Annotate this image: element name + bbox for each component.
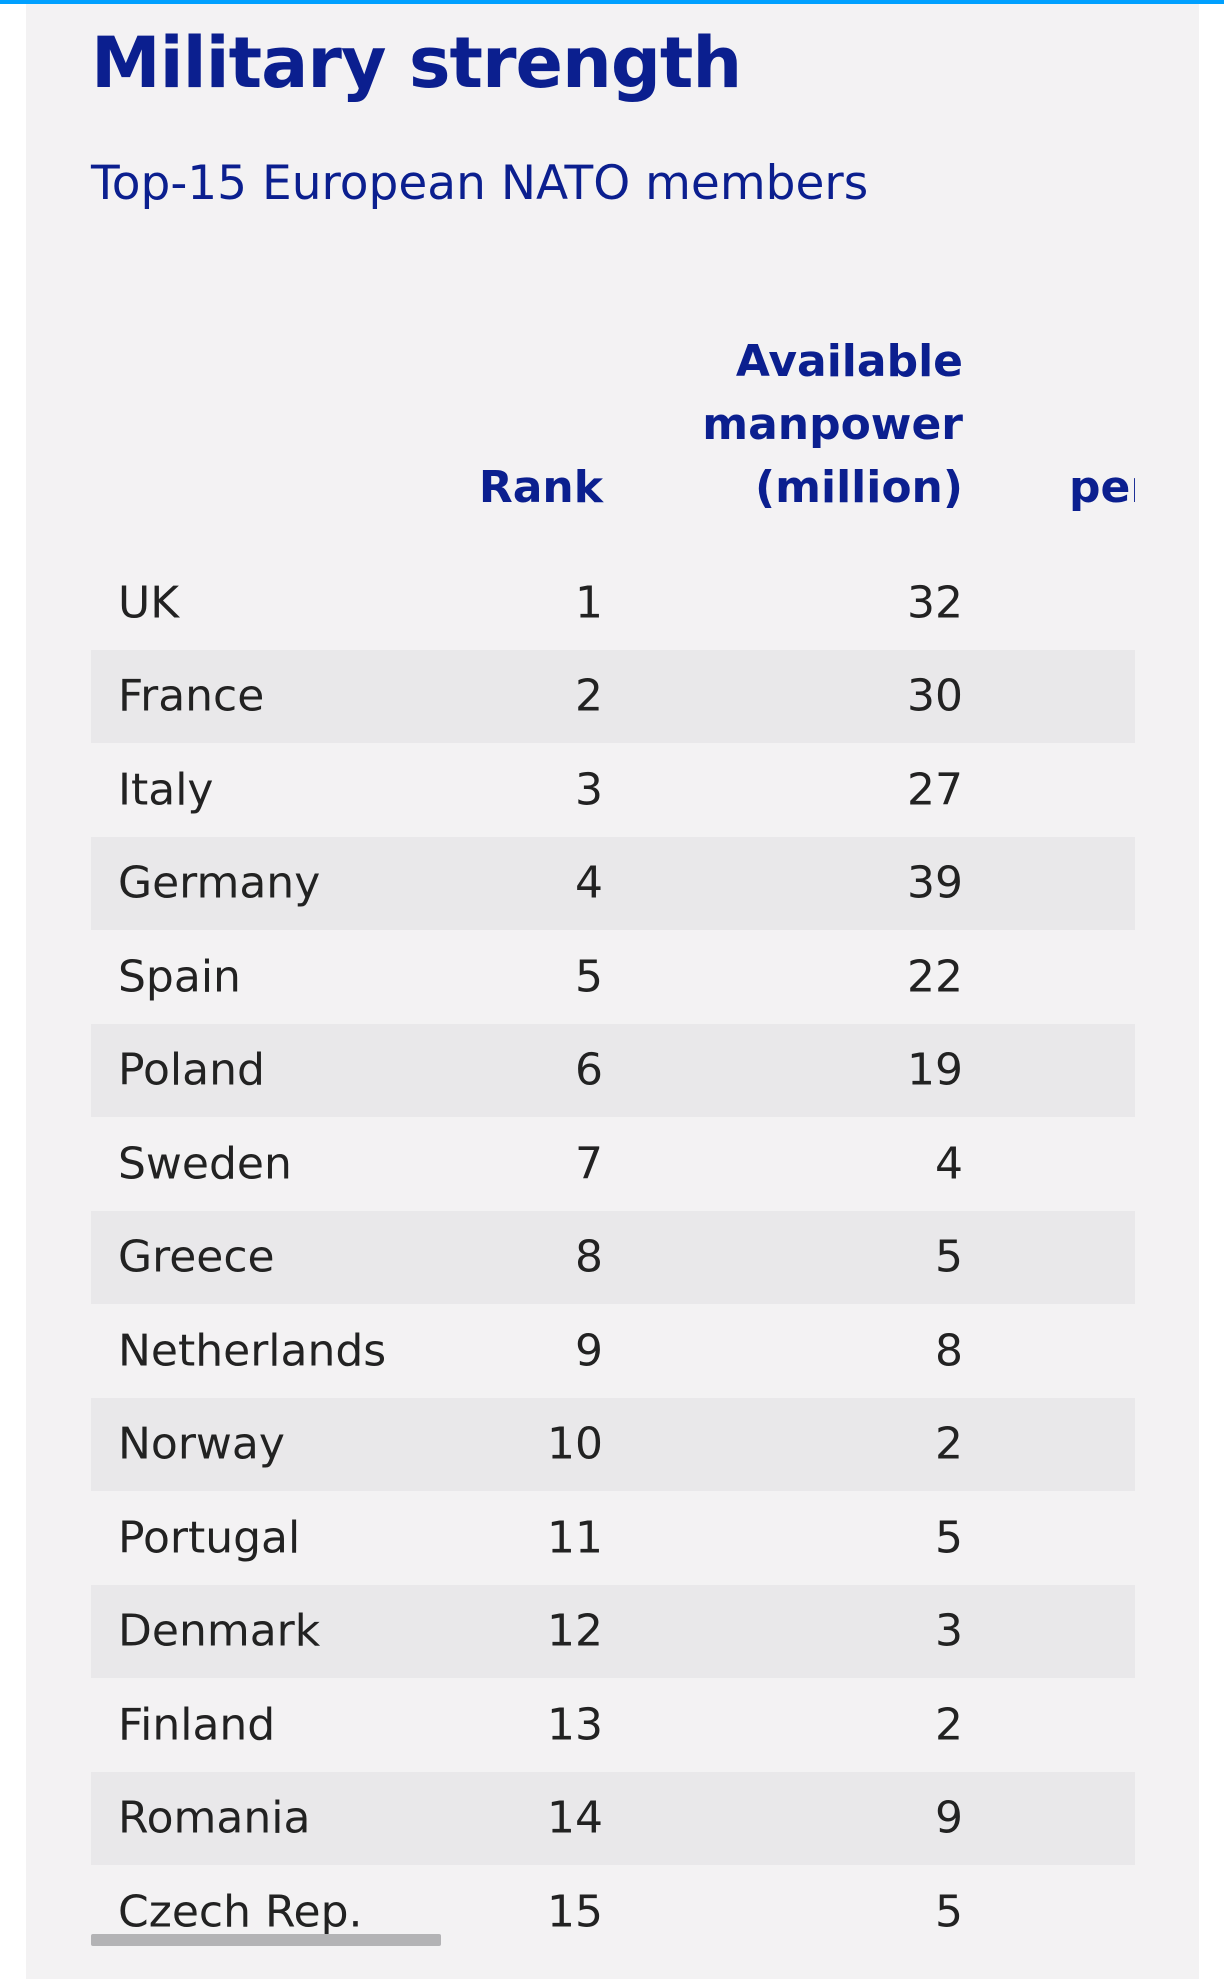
country-cell: Romania <box>118 1792 311 1844</box>
country-cell: Denmark <box>118 1605 321 1657</box>
rank-cell: 5 <box>575 951 603 1003</box>
rank-cell: 4 <box>575 857 603 909</box>
header-third-column-partial: per <box>1069 462 1135 513</box>
manpower-cell: 5 <box>935 1886 963 1938</box>
rank-cell: 8 <box>575 1231 603 1283</box>
rank-cell: 2 <box>575 670 603 722</box>
manpower-cell: 32 <box>907 577 963 629</box>
header-manpower-line1: Available <box>735 336 963 387</box>
manpower-cell: 39 <box>907 857 963 909</box>
country-cell: Finland <box>118 1699 276 1751</box>
country-cell: Netherlands <box>118 1325 387 1377</box>
manpower-cell: 22 <box>907 951 963 1003</box>
manpower-cell: 27 <box>907 764 963 816</box>
country-cell: Poland <box>118 1044 265 1096</box>
country-cell: Greece <box>118 1231 275 1283</box>
country-cell: Norway <box>118 1418 285 1470</box>
table-row: Norway 10 2 <box>91 1397 1135 1491</box>
rank-cell: 10 <box>547 1418 603 1470</box>
country-cell: Italy <box>118 764 214 816</box>
table-body: UK 1 32 France 2 30 Italy 3 27 Germany 4… <box>91 556 1135 1959</box>
manpower-cell: 2 <box>935 1418 963 1470</box>
table-row: Greece 8 5 <box>91 1210 1135 1304</box>
manpower-cell: 5 <box>935 1512 963 1564</box>
manpower-cell: 3 <box>935 1605 963 1657</box>
rank-cell: 12 <box>547 1605 603 1657</box>
table-row: Italy 3 27 <box>91 743 1135 837</box>
manpower-cell: 30 <box>907 670 963 722</box>
rank-cell: 11 <box>547 1512 603 1564</box>
manpower-cell: 5 <box>935 1231 963 1283</box>
manpower-cell: 19 <box>907 1044 963 1096</box>
header-manpower-line3: (million) <box>755 462 963 513</box>
country-cell: Sweden <box>118 1138 292 1190</box>
rank-cell: 14 <box>547 1792 603 1844</box>
rank-cell: 6 <box>575 1044 603 1096</box>
rank-cell: 3 <box>575 764 603 816</box>
table-row: Germany 4 39 <box>91 836 1135 930</box>
table-row: Portugal 11 5 <box>91 1491 1135 1585</box>
table-row: Sweden 7 4 <box>91 1117 1135 1211</box>
page-subtitle: Top-15 European NATO members <box>91 156 869 211</box>
manpower-cell: 4 <box>935 1138 963 1190</box>
table-row: UK 1 32 <box>91 556 1135 650</box>
table-row: Netherlands 9 8 <box>91 1304 1135 1398</box>
country-cell: Spain <box>118 951 241 1003</box>
table-scroll-area[interactable]: Rank Available manpower (million) per UK… <box>91 0 1135 1979</box>
rank-cell: 13 <box>547 1699 603 1751</box>
country-cell: Germany <box>118 857 321 909</box>
header-manpower: Available manpower (million) <box>91 330 963 519</box>
manpower-cell: 8 <box>935 1325 963 1377</box>
table-row: Finland 13 2 <box>91 1678 1135 1772</box>
table-row: Denmark 12 3 <box>91 1584 1135 1678</box>
country-cell: UK <box>118 577 180 629</box>
header-rank: Rank <box>478 462 603 513</box>
horizontal-scrollbar-thumb[interactable] <box>91 1934 441 1946</box>
rank-cell: 15 <box>547 1886 603 1938</box>
table-row: France 2 30 <box>91 649 1135 743</box>
header-manpower-line2: manpower <box>702 399 963 450</box>
page-title: Military strength <box>91 22 742 104</box>
table-row: Poland 6 19 <box>91 1023 1135 1117</box>
country-cell: Portugal <box>118 1512 301 1564</box>
manpower-cell: 2 <box>935 1699 963 1751</box>
top-accent-line <box>0 0 1224 4</box>
table-row: Czech Rep. 15 5 <box>91 1865 1135 1959</box>
country-cell: Czech Rep. <box>118 1886 363 1938</box>
table-row: Romania 14 9 <box>91 1771 1135 1865</box>
rank-cell: 1 <box>575 577 603 629</box>
manpower-cell: 9 <box>935 1792 963 1844</box>
rank-cell: 9 <box>575 1325 603 1377</box>
rank-cell: 7 <box>575 1138 603 1190</box>
country-cell: France <box>118 670 265 722</box>
table-row: Spain 5 22 <box>91 930 1135 1024</box>
